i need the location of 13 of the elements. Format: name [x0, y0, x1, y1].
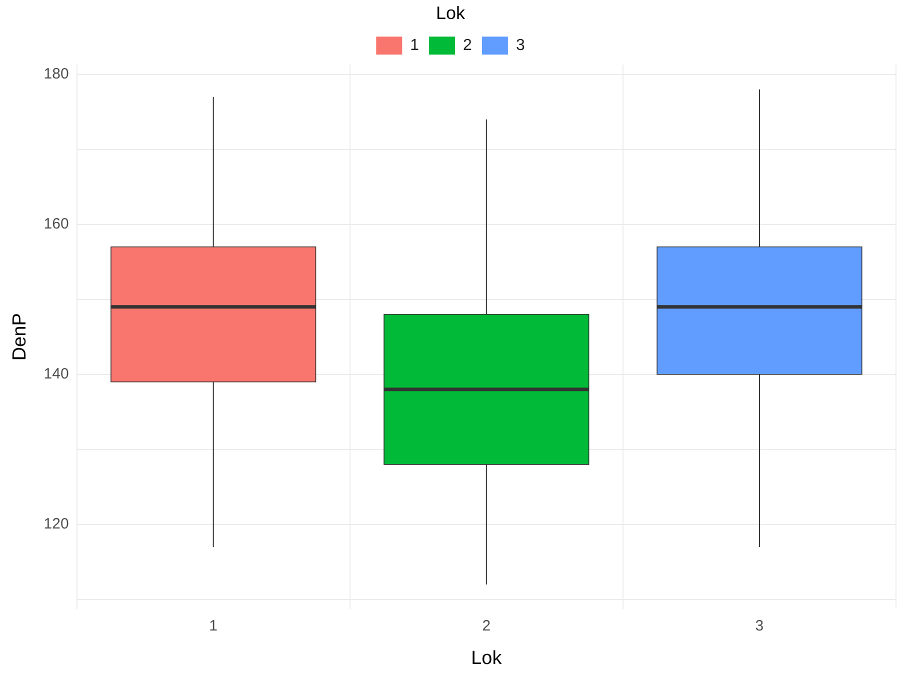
x-tick-label: 1 [209, 617, 218, 634]
legend-label: 2 [463, 37, 472, 54]
x-tick-label: 3 [755, 617, 764, 634]
y-tick-label: 180 [44, 65, 69, 82]
legend-label: 3 [516, 37, 525, 54]
x-tick-label: 2 [482, 617, 491, 634]
y-tick-label: 160 [44, 216, 69, 233]
y-tick-label: 140 [44, 366, 69, 383]
legend-title: Lok [436, 2, 466, 23]
y-axis-title: DenP [10, 313, 31, 361]
y-tick-label: 120 [44, 516, 69, 533]
legend-label: 1 [410, 37, 420, 54]
x-axis-title: Lok [471, 648, 502, 669]
